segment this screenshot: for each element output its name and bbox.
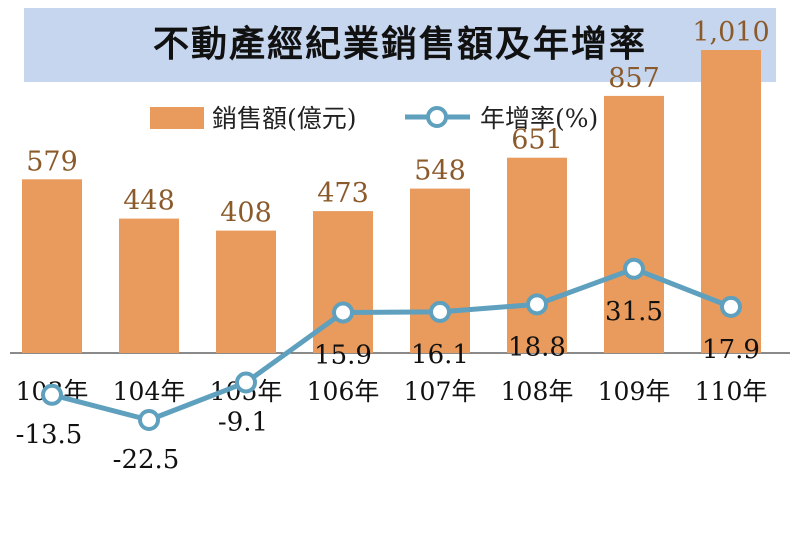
bar-value-label: 1,010 [692, 17, 769, 48]
bar [119, 218, 179, 353]
bar [410, 188, 470, 353]
legend-line-marker [426, 106, 448, 128]
title-banner: 不動產經紀業銷售額及年增率 [24, 8, 776, 82]
rate-value-label: 16.1 [411, 340, 469, 370]
category-label: 109年 [598, 377, 671, 406]
legend-bar-swatch [150, 107, 204, 129]
bar [507, 157, 567, 353]
legend-line-label: 年增率(%) [480, 104, 598, 133]
bar-value-label: 857 [608, 63, 660, 94]
rate-point [235, 371, 257, 394]
bar-value-label: 408 [220, 198, 272, 229]
bar [604, 95, 664, 354]
bar [22, 179, 82, 353]
rate-point [41, 383, 63, 406]
rate-value-label: 31.5 [605, 297, 663, 327]
bar [216, 230, 276, 353]
rate-point [332, 301, 354, 324]
bar-value-label: 579 [26, 146, 78, 177]
rate-value-label: -9.1 [218, 407, 268, 437]
category-label: 108年 [501, 377, 574, 406]
rate-point [623, 257, 645, 280]
bar-value-label: 548 [414, 156, 466, 187]
rate-value-label: 17.9 [702, 335, 760, 365]
rate-point [138, 409, 160, 431]
rate-series-line [51, 266, 732, 423]
category-label: 104年 [113, 377, 186, 406]
rate-value-label: -22.5 [113, 445, 180, 475]
rate-point [526, 293, 548, 316]
rate-point [720, 295, 742, 318]
rate-value-label: -13.5 [16, 420, 83, 450]
bar-value-label: 651 [511, 125, 563, 156]
rate-value-label: 15.9 [314, 340, 372, 370]
legend-bar-label: 銷售額(億元) [212, 104, 357, 133]
rate-point [429, 300, 451, 323]
bar-value-label: 473 [317, 178, 369, 209]
bar [313, 211, 373, 353]
category-label: 107年 [404, 377, 477, 406]
bar-value-label: 448 [123, 186, 175, 217]
chart-title: 不動產經紀業銷售額及年增率 [152, 24, 647, 65]
legend: 銷售額(億元) 年增率(%) [150, 104, 598, 133]
category-label: 106年 [307, 377, 380, 406]
rate-value-label: 18.8 [508, 332, 566, 362]
category-label: 110年 [695, 377, 768, 406]
